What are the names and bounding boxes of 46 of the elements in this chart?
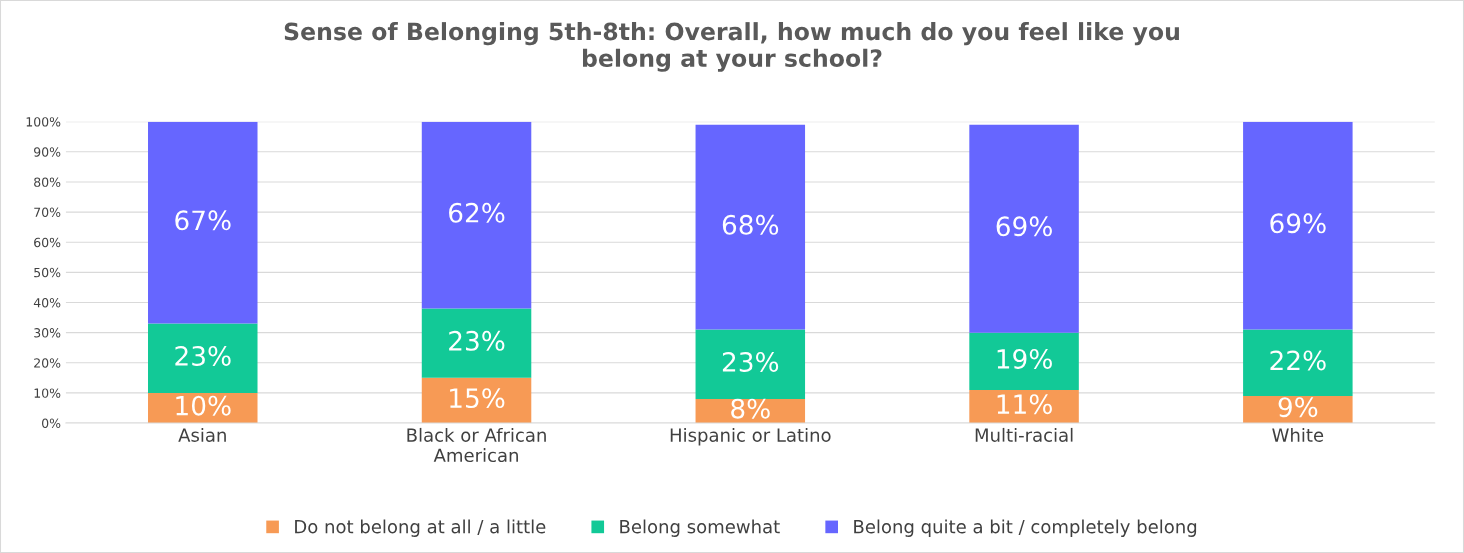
data-label: 23% xyxy=(449,330,505,351)
data-label: 15% xyxy=(450,388,505,409)
bar xyxy=(421,121,532,309)
data-label: 67% xyxy=(175,210,231,231)
y-tick-label: 100% xyxy=(26,117,61,127)
bar xyxy=(421,377,532,424)
bar xyxy=(148,121,258,324)
data-label: 11% xyxy=(997,394,1052,415)
bar xyxy=(148,323,258,393)
legend-label: Belong somewhat xyxy=(620,519,780,537)
y-tick-label: 20% xyxy=(34,358,61,368)
bar xyxy=(695,329,806,399)
y-tick-label: 70% xyxy=(34,207,61,217)
y-tick-label: 30% xyxy=(34,328,61,338)
bar xyxy=(1243,329,1353,396)
data-label: 10% xyxy=(176,395,231,416)
data-label: 69% xyxy=(996,216,1052,237)
y-tick-label: 60% xyxy=(34,237,61,248)
y-tick-label: 50% xyxy=(34,267,61,278)
bar xyxy=(1243,121,1353,330)
x-tick-label: Black or African American xyxy=(407,427,546,463)
data-label: 68% xyxy=(722,214,779,235)
x-tick-label: Asian xyxy=(178,427,226,442)
y-tick-label: 80% xyxy=(34,177,61,187)
data-label: 8% xyxy=(731,398,770,419)
y-tick-label: 0% xyxy=(42,418,61,428)
data-label: 23% xyxy=(722,351,779,372)
bar xyxy=(969,332,1079,390)
y-tick-label: 10% xyxy=(34,388,61,398)
y-tick-label: 90% xyxy=(34,147,61,157)
bar xyxy=(695,124,806,330)
x-tick-label: Hispanic or Latino xyxy=(670,427,831,446)
legend-label: Do not belong at all / a little xyxy=(295,519,546,537)
data-label: 23% xyxy=(175,345,231,366)
data-label: 62% xyxy=(449,202,505,223)
legend-label: Belong quite a bit / completely belong xyxy=(854,519,1197,537)
data-label: 9% xyxy=(1278,397,1318,418)
x-tick-label: White xyxy=(1272,427,1324,442)
x-tick-label: Multi-racial xyxy=(975,427,1073,442)
bar xyxy=(969,124,1079,333)
bar xyxy=(421,308,532,378)
chart-title: Sense of Belonging 5th-8th: Overall, how much do you feel like you belong at your school? xyxy=(284,22,1179,72)
data-label: 69% xyxy=(1270,213,1326,234)
data-label: 22% xyxy=(1270,350,1326,371)
data-label: 19% xyxy=(997,348,1052,369)
y-tick-label: 40% xyxy=(33,297,61,308)
